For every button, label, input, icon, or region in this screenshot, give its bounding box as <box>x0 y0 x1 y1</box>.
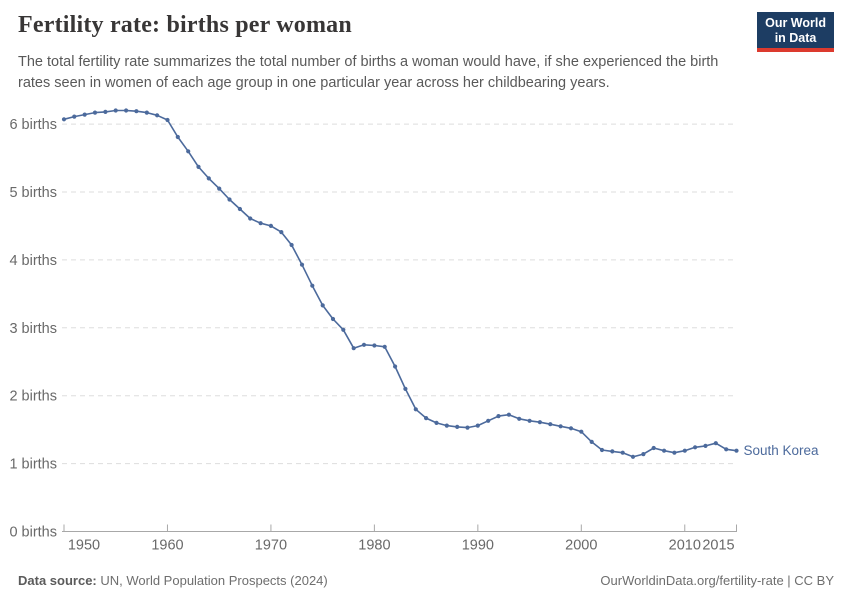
data-point[interactable] <box>206 176 211 181</box>
data-point[interactable] <box>610 449 615 454</box>
data-point[interactable] <box>289 242 294 248</box>
data-point[interactable] <box>630 454 636 459</box>
data-point[interactable] <box>589 439 594 444</box>
data-source-note: Data source: UN, World Population Prospe… <box>18 573 328 588</box>
data-point[interactable] <box>279 230 284 235</box>
data-point[interactable] <box>682 448 687 453</box>
data-point[interactable] <box>455 424 460 429</box>
x-tick-label: 2010 <box>669 538 701 554</box>
chart-title: Fertility rate: births per woman <box>18 12 352 38</box>
data-point[interactable] <box>72 114 77 119</box>
data-point[interactable] <box>558 424 563 429</box>
x-tick-label: 1970 <box>255 538 287 554</box>
data-source-label: Data source: <box>18 573 97 588</box>
data-point[interactable] <box>61 117 67 122</box>
data-point[interactable] <box>268 223 273 228</box>
entity-label[interactable]: South Korea <box>744 443 820 458</box>
data-point[interactable] <box>382 344 387 349</box>
data-point[interactable] <box>517 416 522 421</box>
x-tick-label: 1990 <box>462 538 494 554</box>
data-point[interactable] <box>103 109 108 114</box>
data-point[interactable] <box>486 418 491 423</box>
data-point[interactable] <box>134 109 139 114</box>
data-point[interactable] <box>351 346 356 351</box>
data-point[interactable] <box>734 448 739 453</box>
data-point[interactable] <box>548 422 553 427</box>
data-point[interactable] <box>413 407 418 412</box>
data-point[interactable] <box>444 423 449 428</box>
data-point[interactable] <box>537 420 543 425</box>
data-point[interactable] <box>258 221 263 226</box>
data-point[interactable] <box>641 452 646 457</box>
data-point[interactable] <box>662 448 667 453</box>
data-point[interactable] <box>92 110 98 115</box>
data-point[interactable] <box>248 216 253 221</box>
x-tick-label: 2000 <box>565 538 597 554</box>
data-point[interactable] <box>434 420 439 425</box>
data-point[interactable] <box>393 364 398 369</box>
owid-logo-line1: Our World <box>765 16 826 30</box>
data-point[interactable] <box>186 149 191 154</box>
data-point[interactable] <box>506 412 511 417</box>
data-point[interactable] <box>424 416 429 421</box>
data-line <box>63 109 738 458</box>
data-point[interactable] <box>196 164 201 169</box>
data-point[interactable] <box>496 414 501 419</box>
chart-subtitle: The total fertility rate summarizes the … <box>18 54 719 91</box>
y-tick-label: 3 births <box>9 321 57 337</box>
x-tick-label: 1950 <box>68 538 100 554</box>
data-source-text: UN, World Population Prospects (2024) <box>96 573 328 588</box>
data-point[interactable] <box>227 197 232 202</box>
data-point[interactable] <box>724 447 729 452</box>
data-point[interactable] <box>672 450 677 455</box>
data-point[interactable] <box>475 423 480 428</box>
x-tick-label: 1960 <box>151 538 183 554</box>
data-point[interactable] <box>217 186 222 191</box>
owid-logo[interactable]: Our World in Data <box>757 12 834 52</box>
data-point[interactable] <box>237 206 242 212</box>
data-point[interactable] <box>155 113 160 118</box>
data-point[interactable] <box>165 117 170 123</box>
data-point[interactable] <box>82 112 87 117</box>
data-point[interactable] <box>579 429 584 434</box>
data-point[interactable] <box>310 283 315 288</box>
data-point[interactable] <box>693 445 698 450</box>
y-tick-label: 4 births <box>9 253 57 269</box>
data-point[interactable] <box>372 343 377 348</box>
data-point[interactable] <box>124 108 129 113</box>
data-point[interactable] <box>651 445 656 451</box>
y-tick-label: 6 births <box>9 117 57 133</box>
y-tick-label: 1 births <box>9 457 57 473</box>
data-point[interactable] <box>465 425 470 430</box>
data-point[interactable] <box>330 316 336 322</box>
data-point[interactable] <box>703 443 708 448</box>
data-point[interactable] <box>341 327 346 332</box>
data-point[interactable] <box>527 418 532 423</box>
data-point[interactable] <box>113 108 118 113</box>
data-point[interactable] <box>144 110 149 115</box>
y-tick-label: 2 births <box>9 389 57 405</box>
data-point[interactable] <box>568 426 574 431</box>
data-point[interactable] <box>299 262 305 267</box>
data-point[interactable] <box>403 386 408 391</box>
x-tick-label: 1980 <box>358 538 390 554</box>
data-point[interactable] <box>361 342 367 347</box>
data-point[interactable] <box>599 447 605 453</box>
data-point[interactable] <box>320 303 325 308</box>
data-point[interactable] <box>713 441 718 446</box>
data-point[interactable] <box>620 450 625 455</box>
y-tick-label: 5 births <box>9 185 57 201</box>
owid-logo-line2: in Data <box>774 30 817 45</box>
chart-footer: Data source: UN, World Population Prospe… <box>18 573 834 588</box>
footer-credit-link[interactable]: OurWorldinData.org/fertility-rate | CC B… <box>600 573 834 588</box>
data-point[interactable] <box>175 134 180 140</box>
y-tick-label: 0 births <box>9 525 57 541</box>
x-tick-label: 2015 <box>702 538 734 554</box>
